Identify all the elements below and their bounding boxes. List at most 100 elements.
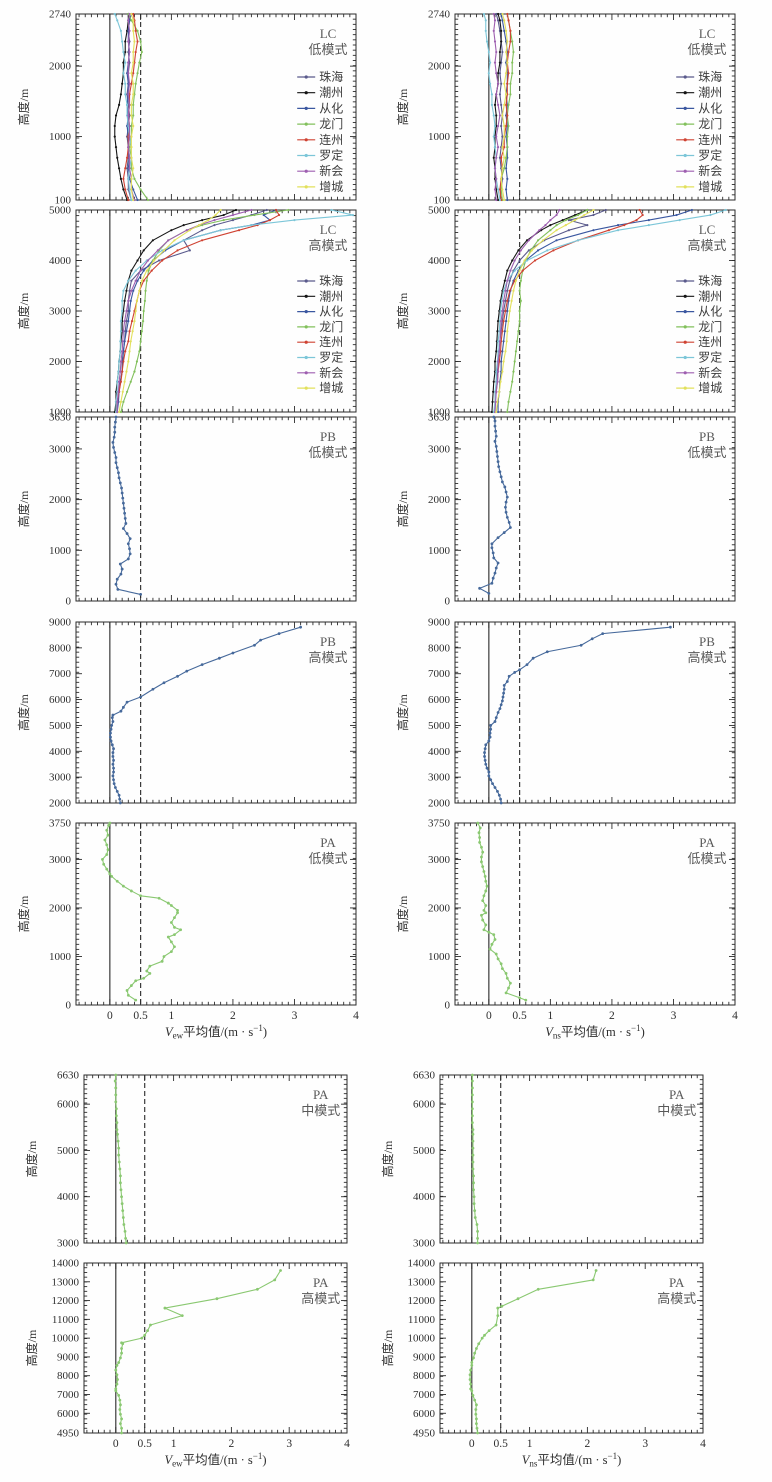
- corner-label-mode: 低模式: [308, 445, 347, 460]
- x-tick-label: 4: [732, 1010, 738, 1022]
- y-tick-label: 4000: [413, 1191, 436, 1203]
- x-axis-label-left: Vew平均值/(m · s−1): [165, 1023, 267, 1041]
- series-PA: [468, 1269, 598, 1435]
- axis-ticks: [76, 416, 357, 602]
- legend-swatch-marker: [304, 153, 308, 158]
- legend-swatch-marker: [683, 279, 687, 283]
- y-tick-label: 3630: [49, 412, 72, 424]
- series-龙门: [506, 208, 589, 414]
- legend-swatch-marker: [683, 185, 687, 189]
- y-axis-label: 高度/m: [16, 88, 31, 125]
- panel-pa-low-left: 0 1000 2000 3000 3750 0 0.5 1 2 3 4 高度/m Vew平均值/(m ·…: [16, 818, 359, 1041]
- legend-swatch-marker: [683, 294, 687, 298]
- legend-swatch-marker: [304, 122, 308, 126]
- legend-swatch-marker: [304, 355, 308, 360]
- legend-label: 潮州: [319, 288, 343, 303]
- y-tick-label: 12000: [408, 1295, 436, 1307]
- y-tick-label: 7000: [49, 668, 72, 680]
- legend-label: 增城: [698, 180, 722, 194]
- x-tick-label: 3: [671, 1010, 677, 1022]
- y-tick-label: 6000: [413, 1099, 436, 1111]
- x-tick-label: 3: [642, 1438, 648, 1450]
- y-tick-label: 14000: [52, 1258, 80, 1270]
- series-潮州: [490, 208, 589, 414]
- plot-frame: [83, 1262, 348, 1434]
- series-PB: [478, 415, 512, 595]
- corner-label-site: PB: [699, 634, 715, 649]
- y-tick-label: 3630: [428, 412, 451, 424]
- panel-pb-high-left: 2000 3000 4000 5000 6000 7000 8000 9000 高度/m PB高模…: [16, 617, 357, 810]
- legend-swatch-marker: [304, 138, 308, 142]
- x-tick-label: 3: [286, 1438, 292, 1450]
- legend-swatch-marker: [683, 122, 687, 126]
- legend-swatch-marker: [304, 91, 308, 95]
- axis-ticks: [455, 822, 736, 1006]
- legend-swatch-marker: [683, 371, 687, 375]
- legend-swatch-marker: [304, 169, 308, 173]
- series-连州: [114, 208, 281, 414]
- x-tick-label: 0: [107, 1010, 113, 1022]
- legend-label: 增城: [319, 381, 343, 395]
- y-tick-label: 2000: [49, 61, 72, 73]
- series-新会: [116, 208, 253, 414]
- series-PB: [109, 625, 303, 805]
- panel-pa-high-left: 4950 6000 7000 8000 9000 10000 11000 12000 13000…: [24, 1258, 350, 1469]
- axis-ticks: [455, 621, 736, 804]
- y-tick-label: 100: [55, 195, 72, 207]
- y-axis-label: 高度/m: [24, 1329, 39, 1366]
- corner-label-mode: 高模式: [301, 1291, 340, 1306]
- legend-swatch-marker: [304, 310, 308, 314]
- y-tick-label: 2000: [49, 356, 72, 368]
- axis-ticks: [76, 822, 357, 1006]
- axis-ticks: [76, 621, 357, 804]
- axis-ticks: [455, 209, 736, 413]
- y-tick-label: 3000: [428, 772, 451, 784]
- series-PA: [476, 821, 528, 1002]
- legend-swatch-marker: [683, 169, 687, 173]
- y-tick-label: 1000: [428, 545, 451, 557]
- series-新会: [127, 12, 136, 202]
- x-tick-label: 0.5: [512, 1010, 527, 1022]
- y-tick-label: 1000: [428, 951, 451, 963]
- legend-label: 增城: [698, 381, 722, 395]
- legend-label: 龙门: [319, 116, 343, 131]
- y-tick-label: 6000: [413, 1408, 436, 1420]
- y-tick-label: 4950: [413, 1428, 436, 1440]
- corner-label-mode: 高模式: [308, 238, 347, 253]
- y-tick-label: 2740: [428, 9, 451, 21]
- y-tick-label: 3000: [49, 772, 72, 784]
- y-tick-label: 100: [434, 195, 451, 207]
- y-axis-label: 高度/m: [380, 1329, 395, 1366]
- y-axis-label: 高度/m: [24, 1140, 39, 1177]
- y-tick-label: 1000: [49, 407, 72, 419]
- y-axis-label: 高度/m: [16, 292, 31, 329]
- series-新会: [493, 208, 561, 414]
- y-tick-label: 4000: [49, 255, 72, 267]
- legend-swatch-marker: [304, 279, 308, 283]
- legend-label: 龙门: [319, 319, 343, 334]
- y-tick-label: 9000: [57, 1351, 80, 1363]
- corner-label-site: LC: [320, 222, 337, 237]
- y-tick-label: 3000: [428, 443, 451, 455]
- legend-swatch-marker: [304, 75, 308, 79]
- y-axis-label: 高度/m: [380, 1140, 395, 1177]
- legend-swatch-marker: [304, 340, 308, 344]
- legend-label: 龙门: [698, 116, 722, 131]
- y-tick-label: 9000: [413, 1351, 436, 1363]
- corner-label-site: PB: [699, 429, 715, 444]
- y-tick-label: 3000: [49, 443, 72, 455]
- legend-label: 增城: [319, 180, 343, 194]
- legend-label: 罗定: [319, 350, 343, 365]
- x-tick-label: 0.5: [133, 1010, 148, 1022]
- x-tick-label: 1: [527, 1438, 533, 1450]
- y-tick-label: 2000: [428, 902, 451, 914]
- legend-label: 罗定: [698, 350, 722, 365]
- corner-label-site: PB: [320, 634, 336, 649]
- legend-label: 新会: [698, 365, 722, 380]
- y-tick-label: 5000: [57, 1145, 80, 1157]
- legend-label: 潮州: [698, 85, 722, 100]
